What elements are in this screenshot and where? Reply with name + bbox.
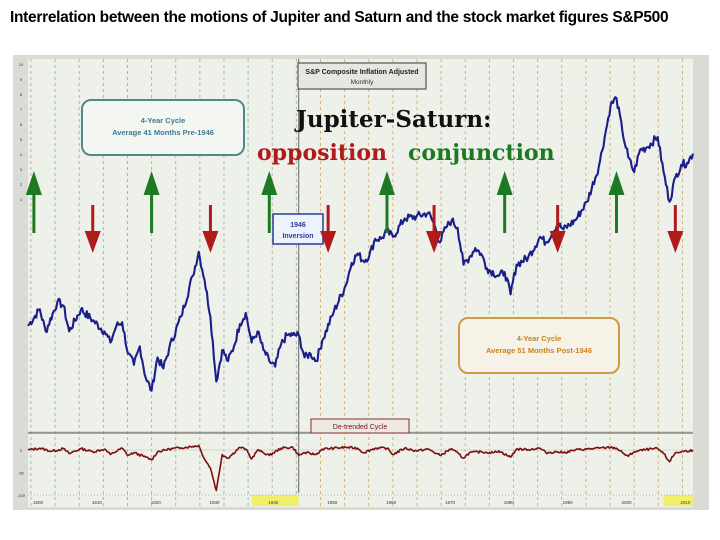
opposition-arrow <box>426 205 443 253</box>
y-tick-label: 3 <box>20 167 23 172</box>
chart-area: 10 9 8 7 6 5 4 3 2 1 S&P Composite Inflation Adju… <box>13 55 709 510</box>
chart-svg: 10 9 8 7 6 5 4 3 2 1 S&P Composite Inflation Adju… <box>13 55 709 510</box>
y-tick-label: 1 <box>20 197 23 202</box>
annotation-1946-inversion: 1946 Inversion <box>272 213 324 245</box>
arrow-head <box>496 171 513 195</box>
conjunction-arrow <box>608 171 625 233</box>
detrended-y-tick: -50 <box>18 471 25 476</box>
conjunction-arrow <box>143 171 160 233</box>
conjunction-arrow <box>378 171 395 233</box>
x-tick-label: 1950 <box>327 500 338 505</box>
x-tick-label: 1920 <box>151 500 162 505</box>
chart-title-box: S&P Composite Inflation Adjusted Monthly <box>297 62 427 90</box>
conjunction-arrow <box>25 171 42 233</box>
detrended-background <box>28 433 693 493</box>
conjunction-arrow <box>261 171 278 233</box>
conjunction-arrow <box>496 171 513 233</box>
y-tick-label: 4 <box>20 152 23 157</box>
planet-arrows <box>25 171 684 253</box>
arrow-head <box>202 231 219 253</box>
annotation-1946-line2: Inversion <box>282 233 313 240</box>
detrended-line <box>27 444 694 492</box>
arrow-head <box>608 171 625 195</box>
x-tick-label: 1960 <box>386 500 397 505</box>
arrow-head <box>25 171 42 195</box>
annotation-post1946-frame <box>458 317 620 374</box>
annotation-post1946-line1: 4-Year Cycle <box>517 334 562 343</box>
arrow-head <box>549 231 566 253</box>
price-series <box>27 96 695 392</box>
x-tick-label: 1990 <box>563 500 574 505</box>
annotation-pre1946-line1: 4-Year Cycle <box>141 116 186 125</box>
legend-opposition: opposition <box>257 140 387 166</box>
detrended-title-box: De-trended Cycle <box>310 418 410 434</box>
x-axis-strip <box>28 493 693 507</box>
annotation-post1946: 4-Year Cycle Average 51 Months Post-1946 <box>458 317 620 374</box>
opposition-arrow <box>84 205 101 253</box>
x-tick-label: 1970 <box>445 500 456 505</box>
highlight-band <box>663 495 693 506</box>
x-tick-label: 1980 <box>504 500 515 505</box>
y-tick-labels: 10 9 8 7 6 5 4 3 2 1 <box>19 62 24 202</box>
x-tick-label: 1930 <box>210 500 221 505</box>
detrended-y-tick: -100 <box>17 493 26 498</box>
chart-subtitle: Monthly <box>351 79 375 86</box>
x-tick-label: 1910 <box>92 500 103 505</box>
x-tick-label: 2010 <box>680 500 691 505</box>
arrow-head <box>378 171 395 195</box>
x-tick-label: 2000 <box>621 500 632 505</box>
annotation-pre1946: 4-Year Cycle Average 41 Months Pre-1946 <box>81 99 245 156</box>
opposition-arrow <box>549 205 566 253</box>
x-tick-label: 1900 <box>33 500 44 505</box>
y-tick-label: 6 <box>20 122 23 127</box>
y-tick-label: 8 <box>20 92 23 97</box>
detrended-series <box>27 444 694 492</box>
arrow-head <box>320 231 337 253</box>
annotation-pre1946-frame <box>81 99 245 156</box>
x-tick-label: 1940 <box>268 500 279 505</box>
arrow-head <box>426 231 443 253</box>
price-line <box>27 96 695 392</box>
highlight-bands <box>251 495 693 506</box>
arrow-head <box>143 171 160 195</box>
y-tick-label: 7 <box>20 107 23 112</box>
y-tick-label: 5 <box>20 137 23 142</box>
chart-title-box-frame <box>297 62 427 90</box>
chart-title: S&P Composite Inflation Adjusted <box>305 69 418 76</box>
highlight-band <box>251 495 299 506</box>
annotation-pre1946-line2: Average 41 Months Pre-1946 <box>112 128 214 137</box>
y-tick-label: 2 <box>20 182 23 187</box>
annotation-1946-line1: 1946 <box>290 222 306 229</box>
jupiter-saturn-heading: Jupiter-Saturn: <box>294 106 492 133</box>
arrow-head <box>84 231 101 253</box>
detrended-title-frame <box>310 418 410 434</box>
arrow-head <box>667 231 684 253</box>
x-tick-labels: 1900 1910 1920 1930 1940 1950 1960 1970 1980 1990… <box>28 494 693 505</box>
arrow-head <box>261 171 278 195</box>
opposition-arrow <box>667 205 684 253</box>
opposition-arrow <box>202 205 219 253</box>
y-tick-label: 9 <box>20 77 23 82</box>
opposition-arrow <box>320 205 337 253</box>
annotation-post1946-line2: Average 51 Months Post-1946 <box>486 346 592 355</box>
legend-conjunction: conjunction <box>408 140 555 166</box>
detrended-title: De-trended Cycle <box>333 424 388 431</box>
page-title: Interrelation between the motions of Jup… <box>10 9 669 26</box>
y-tick-label: 10 <box>19 62 24 67</box>
detrended-y-tick: 0 <box>20 448 23 453</box>
annotation-1946-frame <box>272 213 324 245</box>
